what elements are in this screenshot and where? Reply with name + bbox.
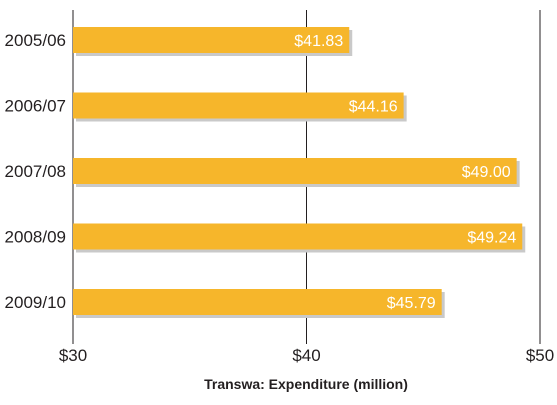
value-label-0: $41.83 (294, 33, 343, 50)
axis-layer: $30 $40 $50 (59, 340, 554, 365)
x-tick-label-0: $30 (59, 346, 87, 365)
bar-0 (73, 27, 350, 53)
value-label-4: $45.79 (387, 295, 436, 312)
x-tick-label-2: $50 (526, 346, 554, 365)
bar-2 (73, 158, 517, 184)
bar-4 (73, 289, 442, 315)
value-label-2: $49.00 (462, 164, 511, 181)
bar-3 (73, 223, 523, 250)
category-label-3: 2008/09 (5, 228, 66, 247)
x-tick-label-1: $40 (292, 346, 320, 365)
bar-1 (73, 92, 404, 119)
category-label-2: 2007/08 (5, 162, 66, 181)
x-axis-label: Transwa: Expenditure (million) (204, 376, 408, 392)
category-label-1: 2006/07 (5, 97, 66, 116)
value-label-3: $49.24 (467, 230, 516, 247)
bars-layer (73, 27, 526, 318)
labels-layer: 2005/06 $41.83 2006/07 $44.16 2007/08 $49.00 2… (5, 31, 517, 312)
value-label-1: $44.16 (349, 99, 398, 116)
category-label-4: 2009/10 (5, 293, 66, 312)
category-label-0: 2005/06 (5, 31, 66, 50)
